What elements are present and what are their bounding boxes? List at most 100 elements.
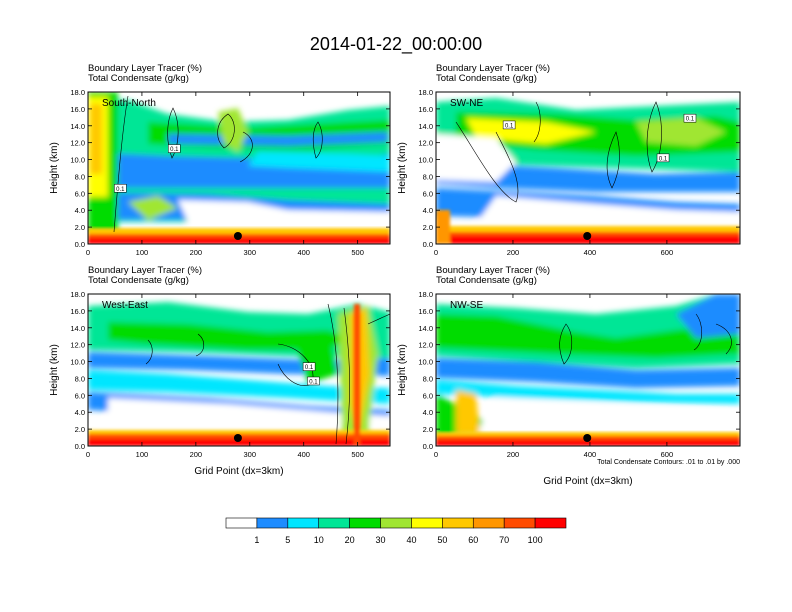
y-tick-label: 4.0 (75, 408, 85, 417)
y-tick-label: 2.0 (423, 425, 433, 434)
x-tick-label: 400 (584, 248, 597, 257)
panel-header-tracer: Boundary Layer Tracer (%) (88, 63, 202, 74)
colorbar-swatch (442, 517, 474, 529)
colorbar-label: 60 (468, 535, 478, 545)
x-tick-label: 400 (297, 248, 310, 257)
contour-label: 0.1 (505, 123, 514, 129)
x-tick-label: 200 (190, 450, 203, 459)
axes: 0.0 2.0 4.0 6.0 8.0 10.0 12.0 14.0 16.0 18.0 0 100 2… (70, 290, 390, 459)
colorbar-label: 50 (437, 535, 447, 545)
x-tick-label: 600 (661, 450, 674, 459)
contour-label-box (656, 153, 670, 163)
y-tick-label: 8.0 (75, 374, 85, 383)
colorbar-label: 1 (254, 535, 259, 545)
panel-header-condensate: Total Condensate (g/kg) (436, 275, 537, 286)
y-tick-label: 6.0 (423, 391, 433, 400)
x-axis-label: Grid Point (dx=3km) (543, 476, 632, 487)
x-tick-label: 400 (297, 450, 310, 459)
colorbar-swatch (256, 517, 289, 529)
y-tick-label: 6.0 (423, 189, 433, 198)
contour-footnote: Total Condensate Contours: .01 to .01 by… (597, 459, 740, 466)
y-tick-label: 0.0 (75, 240, 85, 249)
location-marker (233, 232, 242, 240)
y-axis-label: Height (km) (49, 344, 60, 396)
panel-header-condensate: Total Condensate (g/kg) (436, 73, 537, 84)
y-tick-label: 14.0 (70, 324, 85, 333)
panel-header-tracer: Boundary Layer Tracer (%) (436, 265, 550, 276)
y-axis-label: Height (km) (49, 142, 60, 194)
colorbar-label: 5 (285, 535, 290, 545)
axes: 0.0 2.0 4.0 6.0 8.0 10.0 12.0 14.0 16.0 18.0 0 200 4… (418, 88, 740, 257)
x-tick-label: 200 (507, 450, 520, 459)
y-tick-label: 2.0 (75, 223, 85, 232)
colorbar-label: 100 (528, 535, 543, 545)
contour-label: 0.1 (170, 147, 179, 153)
y-tick-label: 10.0 (70, 358, 85, 367)
y-tick-label: 2.0 (75, 425, 85, 434)
y-tick-label: 16.0 (418, 105, 433, 114)
y-tick-label: 14.0 (418, 122, 433, 131)
colorbar-swatch (503, 517, 536, 529)
y-tick-label: 16.0 (70, 105, 85, 114)
y-tick-label: 18.0 (418, 88, 433, 97)
panel-header-condensate: Total Condensate (g/kg) (88, 73, 189, 84)
x-tick-label: 500 (351, 248, 364, 257)
x-tick-label: 100 (136, 248, 149, 257)
contour-label: 0.1 (309, 379, 318, 385)
colorbar-swatch (225, 517, 258, 529)
contour-label-box (168, 144, 181, 153)
y-tick-label: 0.0 (423, 442, 433, 451)
axes: 0.0 2.0 4.0 6.0 8.0 10.0 12.0 14.0 16.0 18.0 0 200 4… (418, 290, 740, 459)
y-tick-label: 8.0 (423, 374, 433, 383)
contour-label-box (114, 184, 127, 193)
y-tick-label: 12.0 (418, 341, 433, 350)
y-tick-label: 12.0 (70, 139, 85, 148)
x-tick-label: 0 (86, 248, 90, 257)
panel-header-condensate: Total Condensate (g/kg) (88, 275, 189, 286)
panel-west-east: Boundary Layer Tracer (%) Total Condensa… (49, 265, 391, 477)
colorbar-swatch (534, 517, 567, 529)
y-tick-label: 10.0 (70, 156, 85, 165)
y-tick-label: 14.0 (70, 122, 85, 131)
contour-label: 0.1 (116, 187, 125, 193)
plot-area (87, 293, 391, 447)
y-tick-label: 14.0 (418, 324, 433, 333)
y-tick-label: 2.0 (423, 223, 433, 232)
x-tick-label: 0 (434, 248, 438, 257)
colorbar-label: 40 (406, 535, 416, 545)
y-tick-label: 8.0 (75, 172, 85, 181)
y-tick-label: 12.0 (418, 139, 433, 148)
contour-label: 0.1 (305, 365, 314, 371)
location-marker (233, 434, 242, 442)
colorbar-label: 20 (345, 535, 355, 545)
contour-label-box (307, 376, 320, 386)
colorbar-swatch (318, 517, 350, 529)
colorbar-swatch (411, 517, 443, 529)
y-tick-label: 16.0 (418, 307, 433, 316)
plot-area (87, 91, 391, 245)
x-axis-label: Grid Point (dx=3km) (194, 466, 283, 477)
colorbar: 1 5 10 20 30 40 50 60 70 100 (225, 517, 567, 545)
colorbar-swatch (349, 517, 381, 529)
panel-header-tracer: Boundary Layer Tracer (%) (436, 63, 550, 74)
contour-label-box (502, 120, 516, 130)
y-tick-label: 4.0 (423, 206, 433, 215)
y-tick-label: 4.0 (423, 408, 433, 417)
y-tick-label: 18.0 (418, 290, 433, 299)
location-marker (583, 434, 592, 442)
x-tick-label: 400 (584, 450, 597, 459)
y-tick-label: 4.0 (75, 206, 85, 215)
x-tick-label: 0 (434, 450, 438, 459)
x-tick-label: 200 (190, 248, 203, 257)
y-tick-label: 10.0 (418, 358, 433, 367)
plot-area (435, 91, 741, 245)
panel-sw-ne: Boundary Layer Tracer (%) Total Condensa… (397, 63, 741, 257)
y-tick-label: 10.0 (418, 156, 433, 165)
panel-label: West-East (102, 300, 148, 311)
x-tick-label: 200 (507, 248, 520, 257)
colorbar-swatch (287, 517, 320, 529)
y-tick-label: 0.0 (423, 240, 433, 249)
colorbar-label: 30 (376, 535, 386, 545)
panel-label: NW-SE (450, 300, 483, 311)
